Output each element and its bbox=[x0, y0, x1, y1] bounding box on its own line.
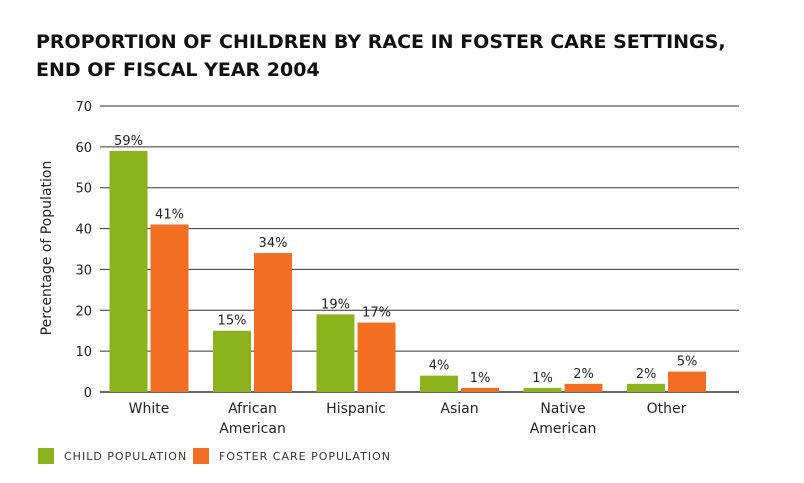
data-label: 59% bbox=[114, 134, 143, 149]
bar bbox=[564, 383, 603, 392]
chart-title-line-2: END OF FISCAL YEAR 2004 bbox=[36, 59, 320, 81]
category-label: Native bbox=[540, 401, 585, 417]
bar bbox=[357, 322, 396, 392]
data-labels: 59% 41% 15% 34% 19% 17% 4% 1% 1% 2% 2% 5% bbox=[114, 134, 697, 386]
legend-label: FOSTER CARE POPULATION bbox=[219, 450, 391, 463]
category-label: Asian bbox=[440, 401, 478, 417]
legend: CHILD POPULATION FOSTER CARE POPULATION bbox=[38, 448, 391, 464]
y-tick-label: 60 bbox=[75, 141, 92, 156]
y-tick-label: 20 bbox=[75, 304, 92, 319]
chart-title-line-1: PROPORTION OF CHILDREN BY RACE IN FOSTER… bbox=[36, 31, 726, 53]
y-axis-label: Percentage of Population bbox=[39, 161, 55, 336]
bar bbox=[254, 253, 292, 392]
bar bbox=[213, 330, 251, 392]
bar bbox=[627, 383, 665, 392]
bars bbox=[109, 150, 706, 392]
gridlines bbox=[100, 105, 739, 393]
category-label: Other bbox=[647, 401, 687, 417]
y-tick-label: 50 bbox=[75, 182, 92, 197]
legend-label: CHILD POPULATION bbox=[64, 450, 187, 463]
bar bbox=[109, 150, 148, 392]
category-label: American bbox=[530, 421, 597, 437]
data-label: 4% bbox=[429, 359, 450, 374]
y-tick-label: 40 bbox=[75, 223, 92, 238]
data-label: 5% bbox=[677, 355, 698, 370]
bar bbox=[523, 387, 562, 392]
data-label: 19% bbox=[321, 297, 350, 312]
category-label: African bbox=[228, 401, 277, 417]
data-label: 1% bbox=[470, 371, 491, 386]
y-tick-label: 0 bbox=[84, 386, 92, 401]
data-label: 41% bbox=[155, 207, 184, 222]
data-label: 34% bbox=[259, 236, 288, 251]
category-labels: White African American Hispanic Asian Native A… bbox=[129, 401, 687, 437]
category-label: White bbox=[129, 401, 170, 417]
y-tick-label: 30 bbox=[75, 263, 92, 278]
legend-swatch bbox=[38, 448, 54, 464]
bar bbox=[150, 224, 189, 392]
bar bbox=[461, 387, 499, 392]
y-tick-label: 70 bbox=[75, 100, 92, 115]
bar bbox=[668, 371, 706, 392]
data-label: 17% bbox=[362, 306, 391, 321]
legend-swatch bbox=[193, 448, 209, 464]
bar bbox=[316, 314, 355, 392]
data-label: 15% bbox=[218, 314, 247, 329]
category-label: American bbox=[219, 421, 286, 437]
data-label: 2% bbox=[573, 367, 594, 382]
y-tick-label: 10 bbox=[75, 345, 92, 360]
data-label: 2% bbox=[636, 367, 657, 382]
data-label: 1% bbox=[532, 371, 553, 386]
y-axis-ticks: 0 10 20 30 40 50 60 70 bbox=[75, 100, 92, 401]
category-label: Hispanic bbox=[326, 401, 386, 417]
bar bbox=[420, 375, 458, 392]
